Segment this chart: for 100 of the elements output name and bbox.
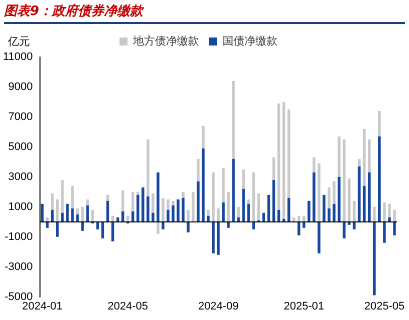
bar: [242, 188, 245, 222]
bar: [172, 205, 174, 222]
bar: [247, 204, 250, 222]
bar: [388, 204, 391, 218]
bar: [106, 194, 110, 201]
bar: [217, 208, 220, 222]
bar: [146, 196, 150, 222]
bar: [162, 198, 164, 222]
x-tick-label: 2024-01: [22, 300, 62, 312]
bar: [76, 214, 79, 222]
bar: [121, 190, 124, 212]
bar: [66, 204, 69, 222]
bar: [91, 210, 94, 222]
bar: [152, 212, 154, 222]
bar: [202, 148, 205, 222]
legend-label: 国债净缴款: [222, 36, 278, 48]
bar: [212, 172, 215, 222]
bar: [76, 208, 79, 214]
bar: [308, 200, 310, 222]
bar: [252, 172, 255, 222]
bar: [61, 212, 64, 222]
bar: [227, 192, 230, 222]
x-tick-label: 2025-05: [364, 300, 405, 312]
y-tick-label: 5000: [8, 140, 33, 153]
bar: [172, 200, 174, 206]
bar: [312, 172, 316, 222]
bar: [131, 192, 134, 212]
bar: [81, 222, 84, 231]
bar: [362, 128, 366, 186]
bar: [277, 103, 280, 210]
bar: [302, 222, 306, 228]
bar: [372, 222, 376, 296]
bar: [257, 193, 260, 220]
bar: [71, 186, 74, 208]
bar: [196, 158, 200, 182]
bar: [232, 80, 235, 159]
bar: [242, 169, 245, 189]
x-tick-label: 2025-01: [284, 300, 324, 312]
y-axis-title: 亿元: [8, 34, 30, 49]
bar: [302, 216, 306, 222]
bar: [247, 199, 250, 204]
y-tick-label: 9000: [8, 81, 33, 94]
bar: [50, 193, 54, 210]
legend-label: 地方债净缴款: [132, 34, 199, 48]
bar: [332, 204, 336, 222]
bar: [206, 210, 210, 216]
bar: [342, 139, 346, 222]
bar: [368, 172, 371, 222]
y-tick-label: 11000: [2, 51, 33, 64]
bar: [237, 217, 240, 222]
bar: [136, 192, 140, 195]
bar: [312, 157, 316, 172]
bar: [383, 202, 386, 222]
bar: [287, 109, 290, 198]
bar: [272, 157, 276, 180]
bar: [332, 181, 336, 204]
bar: [237, 206, 240, 218]
bar: [358, 166, 361, 222]
bar: [318, 222, 320, 254]
bar: [222, 168, 225, 202]
y-tick-label: 7000: [8, 110, 33, 123]
y-tick-label: -1000: [4, 230, 33, 243]
bar: [328, 187, 330, 208]
bar: [227, 222, 230, 228]
bar: [166, 210, 170, 222]
bar: [383, 222, 386, 243]
y-tick-label: 3000: [8, 170, 33, 183]
bar: [152, 193, 154, 213]
bar: [71, 208, 74, 222]
chart-title: 图表9：政府债券净缴款: [4, 2, 405, 24]
bar: [156, 172, 160, 222]
bar: [56, 199, 59, 222]
bar: [393, 222, 396, 236]
y-tick-label: -3000: [4, 260, 33, 273]
bar: [232, 158, 235, 222]
bar: [86, 205, 89, 222]
bar: [96, 222, 100, 230]
bar: [136, 194, 140, 222]
bar: [318, 163, 320, 222]
bar: [378, 110, 381, 136]
bar: [282, 102, 286, 219]
bar: [222, 202, 225, 222]
bar: [328, 208, 330, 222]
bar: [182, 192, 185, 198]
bar: [142, 187, 144, 222]
bar: [298, 216, 300, 222]
bar: [298, 222, 300, 236]
bar: [61, 180, 64, 213]
bar: [162, 222, 164, 230]
bar: [217, 222, 220, 255]
bar: [86, 199, 89, 206]
bar: [202, 126, 205, 148]
bar: [156, 222, 160, 234]
bar: [393, 210, 396, 222]
x-tick-label: 2024-05: [108, 300, 148, 312]
y-tick-label: -5000: [4, 290, 33, 303]
bar: [81, 206, 84, 222]
bar: [252, 222, 255, 230]
x-tick-label: 2024-09: [198, 300, 239, 312]
bar: [368, 139, 371, 172]
